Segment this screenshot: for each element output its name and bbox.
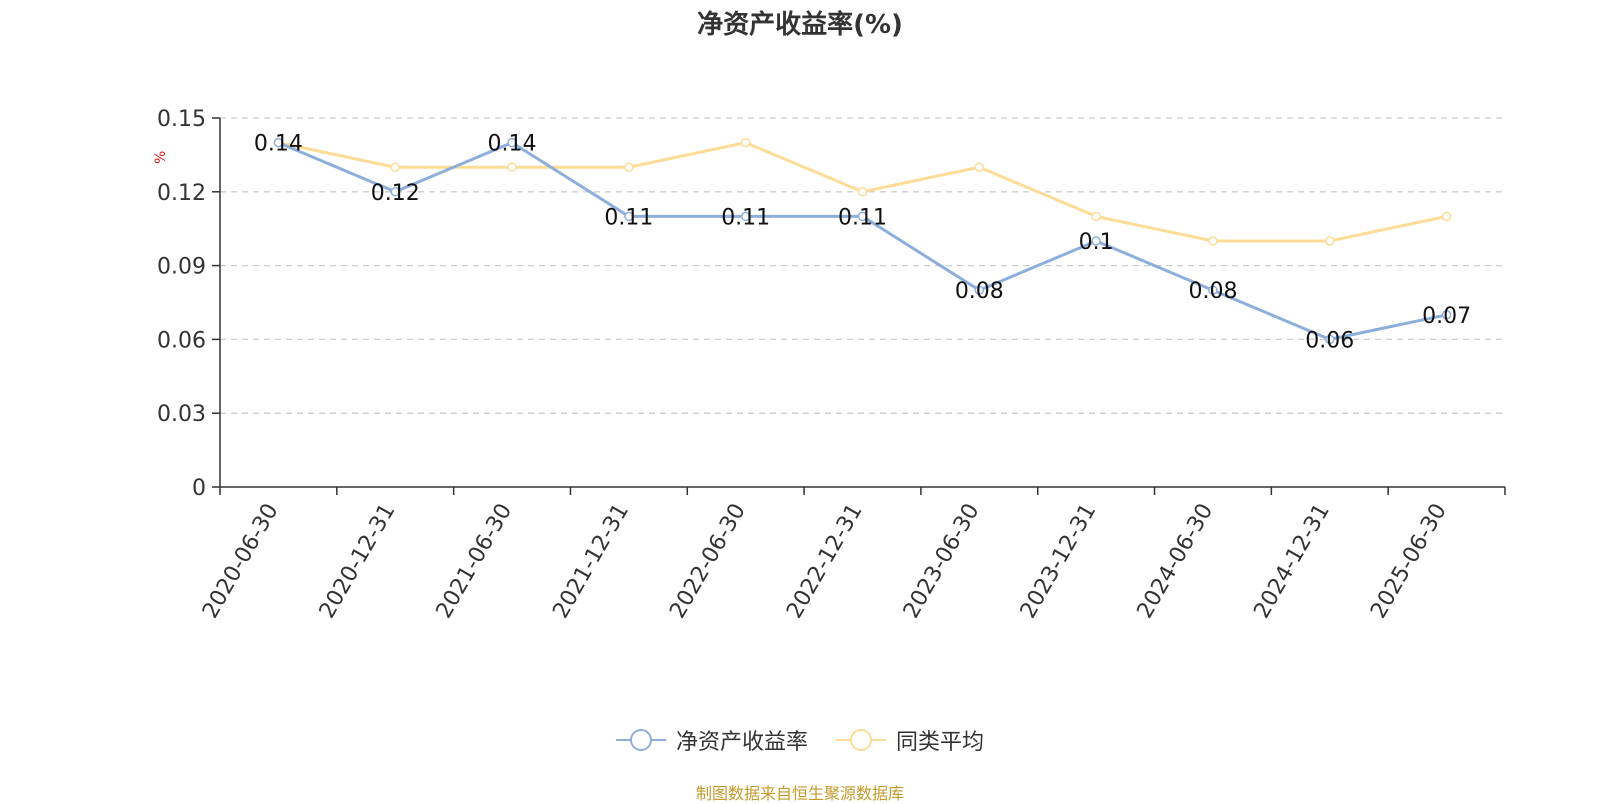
legend: 净资产收益率 同类平均 — [0, 724, 1600, 756]
grid-lines — [220, 117, 1505, 414]
data-label-5: 0.11 — [838, 205, 887, 230]
data-label-9: 0.06 — [1305, 328, 1354, 353]
chart-title: 净资产收益率(%) — [697, 10, 903, 40]
series-1-point-9 — [1325, 334, 1335, 345]
series-1-point-1 — [390, 187, 400, 197]
data-label-7: 0.1 — [1079, 230, 1114, 255]
data-label-6: 0.08 — [955, 279, 1004, 304]
series-1-point-8 — [1208, 285, 1218, 295]
x-tick-label-7: 2023-12-31 — [1016, 500, 1102, 623]
legend-item-series-1[interactable]: 净资产收益率 — [615, 724, 808, 756]
data-label-8: 0.08 — [1188, 279, 1237, 304]
x-tick-label-6: 2023-06-30 — [899, 499, 985, 622]
data-label-4: 0.11 — [721, 205, 770, 230]
x-tick-label-10: 2025-06-30 — [1366, 500, 1452, 623]
x-tick-label-1: 2020-12-31 — [315, 500, 401, 623]
series-2-point-3 — [624, 162, 634, 172]
series-lines — [273, 137, 1452, 345]
x-tick-label-0: 2020-06-30 — [198, 500, 284, 623]
series-1-point-4 — [740, 211, 751, 222]
y-tick-label-1: 0.03 — [157, 402, 206, 427]
x-tick-label-8: 2024-06-30 — [1133, 500, 1219, 623]
legend-label-series-2: 同类平均 — [896, 730, 985, 755]
series-2-point-7 — [1091, 211, 1101, 222]
y-tick-label-3: 0.09 — [157, 255, 206, 280]
y-axis-unit-label: % — [153, 151, 169, 164]
series-2-point-9 — [1325, 236, 1335, 246]
series-1-point-6 — [974, 285, 985, 295]
data-label-0: 0.14 — [254, 132, 303, 157]
y-tick-label-0: 0 — [192, 476, 206, 501]
data-source-note: 制图数据来自恒生聚源数据库 — [695, 784, 904, 803]
series-2-point-6 — [974, 162, 985, 172]
data-label-10: 0.07 — [1422, 304, 1471, 329]
series-1-point-7 — [1091, 236, 1101, 246]
legend-marker-series-2 — [836, 729, 886, 751]
y-tick-label-2: 0.06 — [157, 328, 206, 353]
series-1-point-5 — [857, 211, 868, 222]
data-label-3: 0.11 — [604, 205, 653, 230]
series-1-point-2 — [507, 137, 517, 148]
series-1-point-3 — [624, 211, 634, 222]
series-2-point-4 — [740, 137, 751, 148]
y-tick-label-5: 0.15 — [157, 107, 206, 132]
legend-label-series-1: 净资产收益率 — [675, 730, 808, 755]
axes: 0 0.03 0.06 0.09 0.12 0.15% 2020-06-30 2020-12-… — [153, 107, 1506, 623]
y-tick-label-4: 0.12 — [157, 181, 206, 206]
series-2-point-2 — [507, 162, 517, 172]
legend-marker-series-1 — [615, 729, 666, 751]
x-tick-label-5: 2022-12-31 — [782, 500, 868, 623]
data-label-2: 0.14 — [488, 132, 537, 157]
series-2-point-8 — [1208, 236, 1218, 246]
legend-item-series-2[interactable]: 同类平均 — [836, 724, 984, 756]
data-label-1: 0.12 — [371, 181, 420, 206]
data-labels: 0.14 0.12 0.14 0.11 0.11 0.11 0.08 0.1 0.08 0.06 0… — [254, 132, 1471, 354]
x-tick-label-2: 2021-06-30 — [432, 500, 518, 623]
x-tick-label-4: 2022-06-30 — [665, 500, 751, 623]
series-2-point-10 — [1441, 211, 1452, 222]
x-tick-label-3: 2021-12-31 — [548, 500, 634, 623]
series-1-point-0 — [273, 137, 284, 148]
series-1-point-10 — [1441, 310, 1452, 320]
series-2-point-1 — [390, 162, 400, 172]
series-2-point-5 — [857, 187, 868, 197]
x-tick-label-9: 2024-12-31 — [1249, 500, 1335, 623]
